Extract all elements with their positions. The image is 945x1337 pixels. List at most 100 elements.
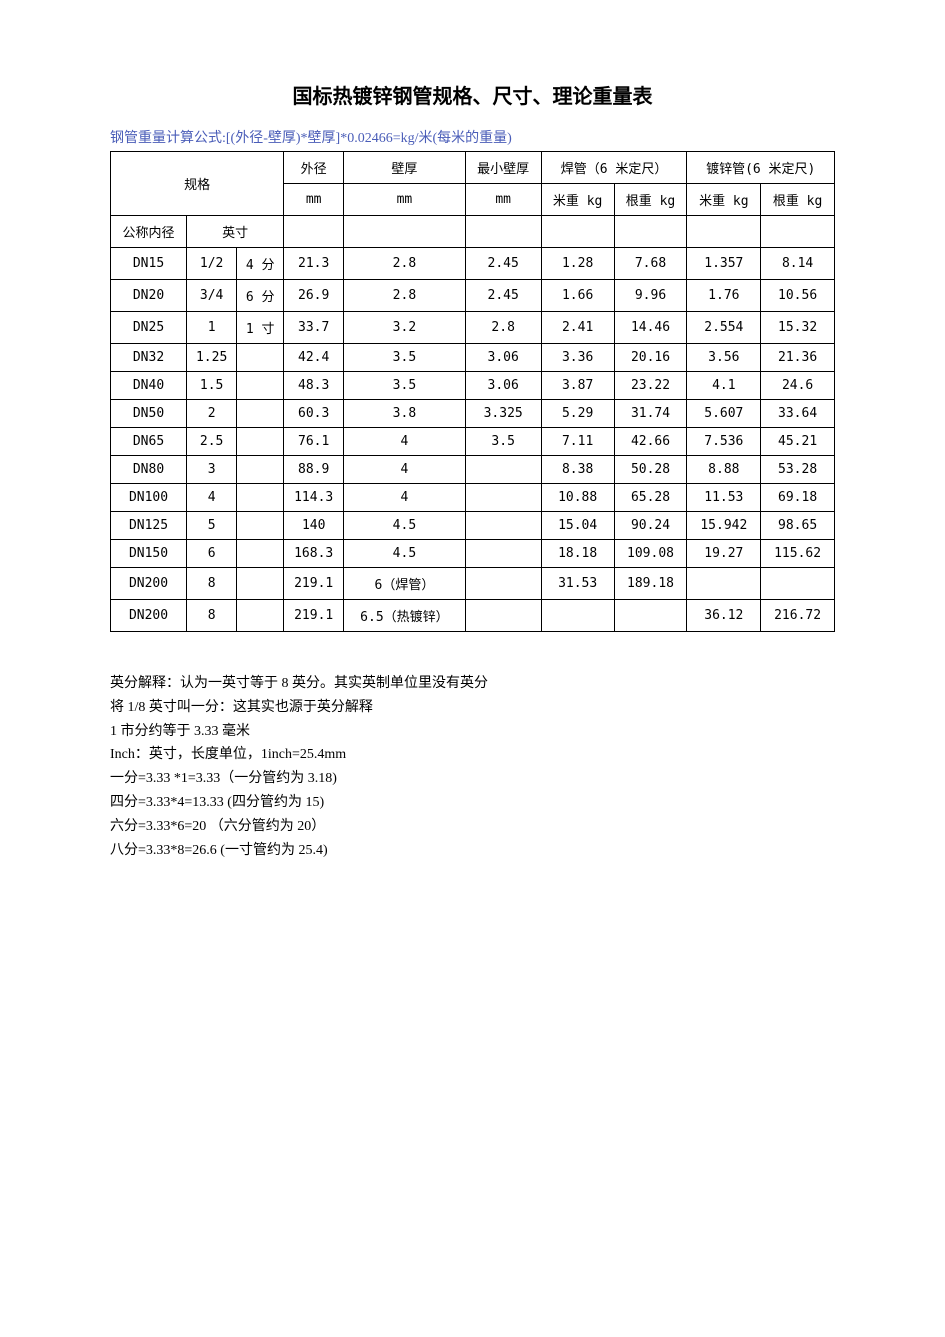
empty-cell — [344, 216, 465, 248]
cell-g_m: 1.76 — [687, 280, 761, 312]
cell-fen: 6 分 — [237, 280, 284, 312]
col-per-m-2: 米重 kg — [687, 184, 761, 216]
cell-g_r: 98.65 — [761, 512, 835, 540]
cell-w_r: 23.22 — [614, 372, 687, 400]
cell-inch: 3/4 — [187, 280, 237, 312]
cell-dn: DN80 — [111, 456, 187, 484]
cell-dn: DN50 — [111, 400, 187, 428]
cell-wall: 4 — [344, 456, 465, 484]
cell-min_wall — [465, 540, 541, 568]
cell-g_m: 4.1 — [687, 372, 761, 400]
cell-inch: 5 — [187, 512, 237, 540]
note-line: Inch：英寸，长度单位，1inch=25.4mm — [110, 743, 835, 767]
page-title: 国标热镀锌钢管规格、尺寸、理论重量表 — [110, 80, 835, 109]
cell-inch: 1.5 — [187, 372, 237, 400]
empty-cell — [541, 216, 614, 248]
cell-w_m: 8.38 — [541, 456, 614, 484]
note-line: 六分=3.33*6=20 （六分管约为 20） — [110, 815, 835, 839]
table-header-row-3: 公称内径 英寸 — [111, 216, 835, 248]
notes-section: 英分解释：认为一英寸等于 8 英分。其实英制单位里没有英分将 1/8 英寸叫一分… — [110, 672, 835, 862]
col-od: 外径 — [284, 152, 344, 184]
table-row: DN203/46 分26.92.82.451.669.961.7610.56 — [111, 280, 835, 312]
cell-fen — [237, 372, 284, 400]
cell-g_r: 115.62 — [761, 540, 835, 568]
cell-wall: 2.8 — [344, 280, 465, 312]
col-per-root-2: 根重 kg — [761, 184, 835, 216]
cell-dn: DN200 — [111, 600, 187, 632]
table-row: DN401.548.33.53.063.8723.224.124.6 — [111, 372, 835, 400]
table-row: DN2008219.16（焊管）31.53189.18 — [111, 568, 835, 600]
cell-od: 33.7 — [284, 312, 344, 344]
cell-dn: DN15 — [111, 248, 187, 280]
cell-min_wall: 3.5 — [465, 428, 541, 456]
cell-fen — [237, 344, 284, 372]
cell-w_m: 1.28 — [541, 248, 614, 280]
empty-cell — [687, 216, 761, 248]
cell-inch: 1 — [187, 312, 237, 344]
cell-w_r: 109.08 — [614, 540, 687, 568]
cell-w_m: 3.36 — [541, 344, 614, 372]
note-line: 英分解释：认为一英寸等于 8 英分。其实英制单位里没有英分 — [110, 672, 835, 696]
cell-w_m: 10.88 — [541, 484, 614, 512]
cell-od: 60.3 — [284, 400, 344, 428]
cell-g_r: 10.56 — [761, 280, 835, 312]
cell-wall: 4.5 — [344, 512, 465, 540]
cell-wall: 3.8 — [344, 400, 465, 428]
cell-inch: 8 — [187, 568, 237, 600]
cell-dn: DN40 — [111, 372, 187, 400]
cell-g_m: 3.56 — [687, 344, 761, 372]
cell-w_m: 2.41 — [541, 312, 614, 344]
cell-g_r: 15.32 — [761, 312, 835, 344]
empty-cell — [465, 216, 541, 248]
table-row: DN50260.33.83.3255.2931.745.60733.64 — [111, 400, 835, 428]
col-inch: 英寸 — [187, 216, 284, 248]
cell-g_m: 1.357 — [687, 248, 761, 280]
cell-g_r: 21.36 — [761, 344, 835, 372]
cell-fen — [237, 540, 284, 568]
cell-w_r: 42.66 — [614, 428, 687, 456]
cell-fen — [237, 456, 284, 484]
empty-cell — [284, 216, 344, 248]
note-line: 四分=3.33*4=13.33 (四分管约为 15) — [110, 791, 835, 815]
table-row: DN1004114.3410.8865.2811.5369.18 — [111, 484, 835, 512]
cell-g_r: 216.72 — [761, 600, 835, 632]
cell-w_r: 90.24 — [614, 512, 687, 540]
cell-w_m: 3.87 — [541, 372, 614, 400]
cell-inch: 2 — [187, 400, 237, 428]
cell-dn: DN125 — [111, 512, 187, 540]
cell-fen: 1 寸 — [237, 312, 284, 344]
col-welded: 焊管（6 米定尺） — [541, 152, 687, 184]
cell-w_r: 65.28 — [614, 484, 687, 512]
cell-od: 76.1 — [284, 428, 344, 456]
cell-g_m: 19.27 — [687, 540, 761, 568]
table-row: DN151/24 分21.32.82.451.287.681.3578.14 — [111, 248, 835, 280]
cell-wall: 6（焊管） — [344, 568, 465, 600]
table-row: DN1506168.34.518.18109.0819.27115.62 — [111, 540, 835, 568]
note-line: 1 市分约等于 3.33 毫米 — [110, 720, 835, 744]
empty-cell — [761, 216, 835, 248]
cell-fen — [237, 400, 284, 428]
cell-dn: DN150 — [111, 540, 187, 568]
cell-g_r — [761, 568, 835, 600]
cell-min_wall: 2.45 — [465, 248, 541, 280]
cell-w_r: 7.68 — [614, 248, 687, 280]
cell-od: 219.1 — [284, 600, 344, 632]
cell-wall: 4 — [344, 484, 465, 512]
cell-fen — [237, 600, 284, 632]
cell-dn: DN20 — [111, 280, 187, 312]
cell-g_m: 7.536 — [687, 428, 761, 456]
cell-w_m — [541, 600, 614, 632]
unit-mm-2: mm — [344, 184, 465, 216]
cell-od: 26.9 — [284, 280, 344, 312]
cell-od: 168.3 — [284, 540, 344, 568]
table-header-row-1: 规格 外径 壁厚 最小壁厚 焊管（6 米定尺） 镀锌管(6 米定尺) — [111, 152, 835, 184]
cell-min_wall: 2.45 — [465, 280, 541, 312]
cell-w_r: 20.16 — [614, 344, 687, 372]
cell-fen — [237, 484, 284, 512]
cell-wall: 2.8 — [344, 248, 465, 280]
cell-wall: 3.2 — [344, 312, 465, 344]
cell-min_wall: 2.8 — [465, 312, 541, 344]
cell-inch: 6 — [187, 540, 237, 568]
cell-w_m: 7.11 — [541, 428, 614, 456]
cell-inch: 2.5 — [187, 428, 237, 456]
